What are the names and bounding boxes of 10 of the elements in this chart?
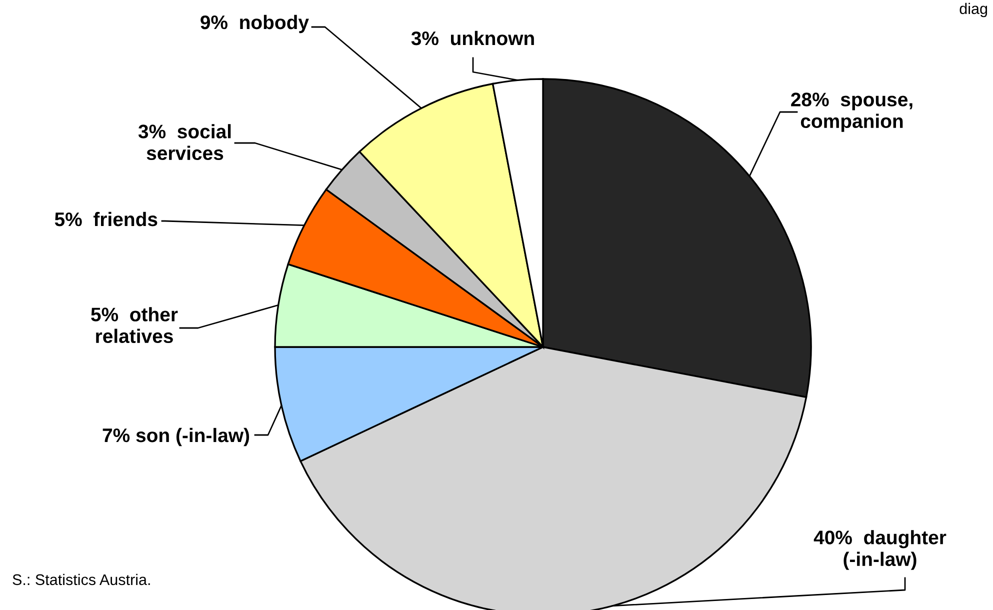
slice-label: 28% spouse, companion [791, 92, 912, 132]
slice-label: 9% nobody [200, 14, 309, 34]
slice-label: 5% other relatives [91, 307, 178, 344]
slice-label: 7% son (-in-law) [102, 428, 250, 446]
slice-label: 40% daughter (-in-law) [814, 530, 946, 570]
slice-label: 3% social services [138, 124, 231, 160]
text: diag [960, 2, 988, 18]
text: S.: Statistics Austria. [12, 574, 150, 586]
slice-label: 3% unknown [411, 30, 534, 46]
slice-label: 5% friends [54, 212, 158, 226]
